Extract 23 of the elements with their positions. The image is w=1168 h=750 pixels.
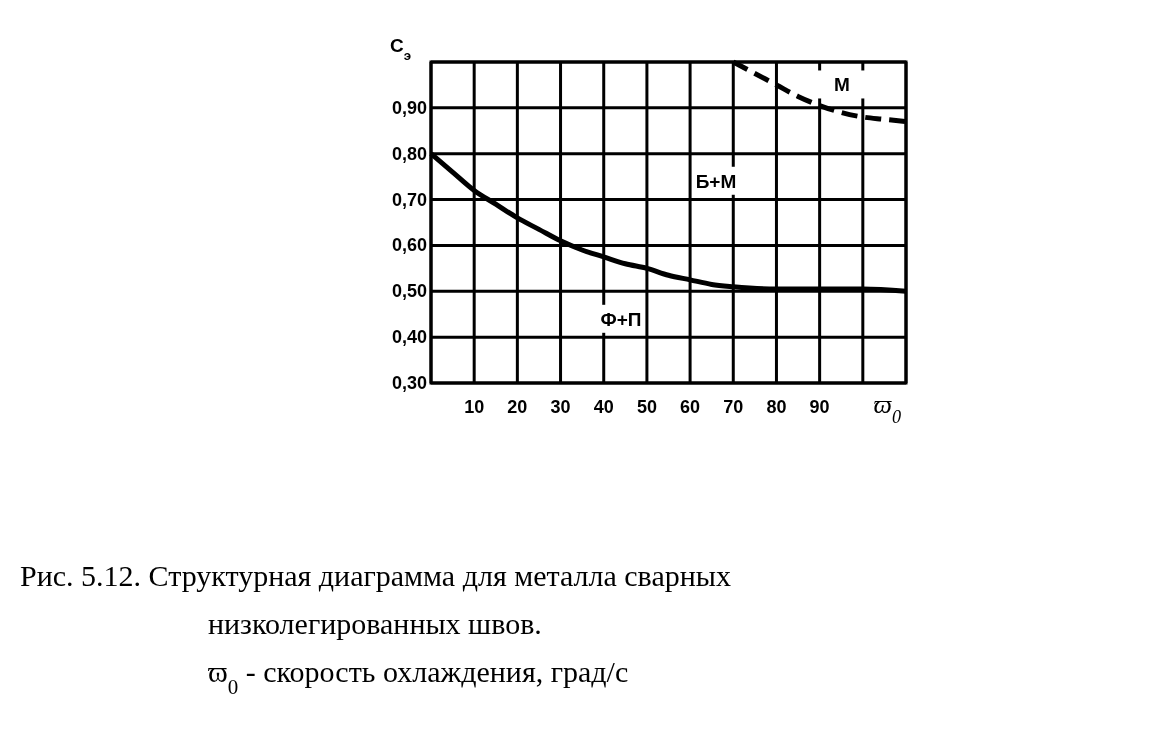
annotation: М <box>833 74 850 96</box>
x-tick-label: 30 <box>550 397 571 417</box>
x-tick-label: 60 <box>680 397 701 417</box>
y-tick-label: 0,60 <box>391 235 427 256</box>
x-axis-title: ϖ$_{0}$ <box>873 390 901 427</box>
text: Рис. 5.12. Структурная диаграмма для металла сварных низколегированных швов. <box>20 559 731 640</box>
y-axis-title: C$_{э}$ <box>389 35 411 63</box>
y-tick-label: 0,70 <box>391 189 427 210</box>
text: ϖ$_{0}$ - скорость охлаждения, град/с <box>208 655 629 699</box>
annotation: Ф+П <box>600 308 642 330</box>
y-tick-label: 0,50 <box>391 281 427 302</box>
x-tick-label: 80 <box>766 397 787 417</box>
x-tick-label: 10 <box>464 397 485 417</box>
y-tick-label: 0,40 <box>391 327 427 348</box>
annotation: Б+М <box>695 170 737 192</box>
x-tick-label: 40 <box>593 397 614 417</box>
x-tick-label: 90 <box>809 397 830 417</box>
x-tick-label: 50 <box>636 397 657 417</box>
x-tick-label: 70 <box>723 397 744 417</box>
y-tick-label: 0,30 <box>391 373 427 393</box>
x-tick-label: 20 <box>507 397 528 417</box>
y-tick-label: 0,80 <box>391 143 427 164</box>
y-tick-label: 0,90 <box>391 97 427 118</box>
